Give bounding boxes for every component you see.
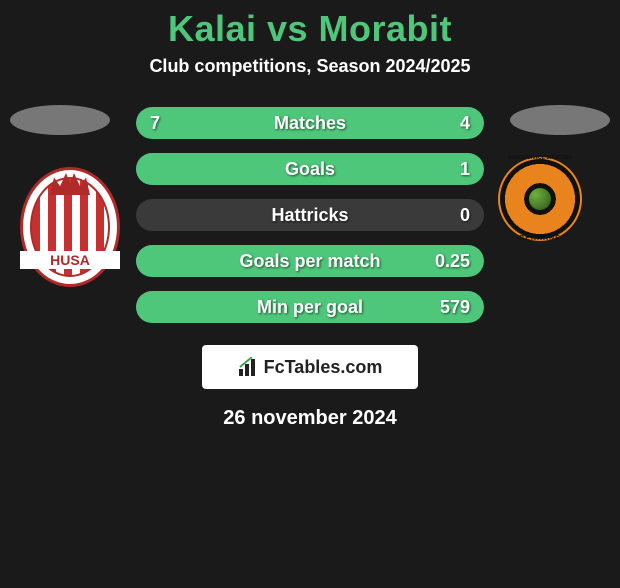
ball-icon bbox=[529, 188, 551, 210]
stat-row: Hattricks 0 bbox=[136, 199, 484, 231]
stat-value-right: 0.25 bbox=[435, 251, 470, 272]
page-title: Kalai vs Morabit bbox=[0, 8, 620, 50]
stat-row: Goals 1 bbox=[136, 153, 484, 185]
husa-logo: HUSA bbox=[20, 167, 120, 287]
stat-label: Goals per match bbox=[239, 251, 380, 272]
stat-row: Min per goal 579 bbox=[136, 291, 484, 323]
player-shadow-right bbox=[510, 105, 610, 135]
content-area: HUSA RENAISSANCE SPORTIVE BERKANE 7 Match… bbox=[0, 107, 620, 430]
stat-value-right: 0 bbox=[460, 205, 470, 226]
subtitle: Club competitions, Season 2024/2025 bbox=[0, 56, 620, 77]
brand-box[interactable]: FcTables.com bbox=[202, 345, 418, 389]
stat-value-left: 7 bbox=[150, 113, 160, 134]
club-logo-right: RENAISSANCE SPORTIVE BERKANE bbox=[498, 167, 598, 287]
berkane-bottom-text: BERKANE bbox=[498, 235, 582, 242]
stat-row: Goals per match 0.25 bbox=[136, 245, 484, 277]
stat-value-right: 579 bbox=[440, 297, 470, 318]
stat-label: Hattricks bbox=[271, 205, 348, 226]
brand-text: FcTables.com bbox=[264, 357, 383, 378]
stats-list: 7 Matches 4 Goals 1 Hattricks 0 Goals per match… bbox=[136, 107, 484, 323]
stat-row: 7 Matches 4 bbox=[136, 107, 484, 139]
berkane-top-text: RENAISSANCE SPORTIVE bbox=[504, 155, 575, 161]
date-text: 26 november 2024 bbox=[0, 407, 620, 430]
stat-label: Min per goal bbox=[257, 297, 363, 318]
husa-label: HUSA bbox=[20, 251, 120, 269]
stat-value-right: 4 bbox=[460, 113, 470, 134]
player-shadow-left bbox=[10, 105, 110, 135]
bar-chart-icon bbox=[238, 357, 260, 377]
club-logo-left: HUSA bbox=[20, 167, 120, 287]
stat-label: Matches bbox=[274, 113, 346, 134]
stat-value-right: 1 bbox=[460, 159, 470, 180]
stat-label: Goals bbox=[285, 159, 335, 180]
berkane-logo: RENAISSANCE SPORTIVE BERKANE bbox=[498, 157, 582, 241]
